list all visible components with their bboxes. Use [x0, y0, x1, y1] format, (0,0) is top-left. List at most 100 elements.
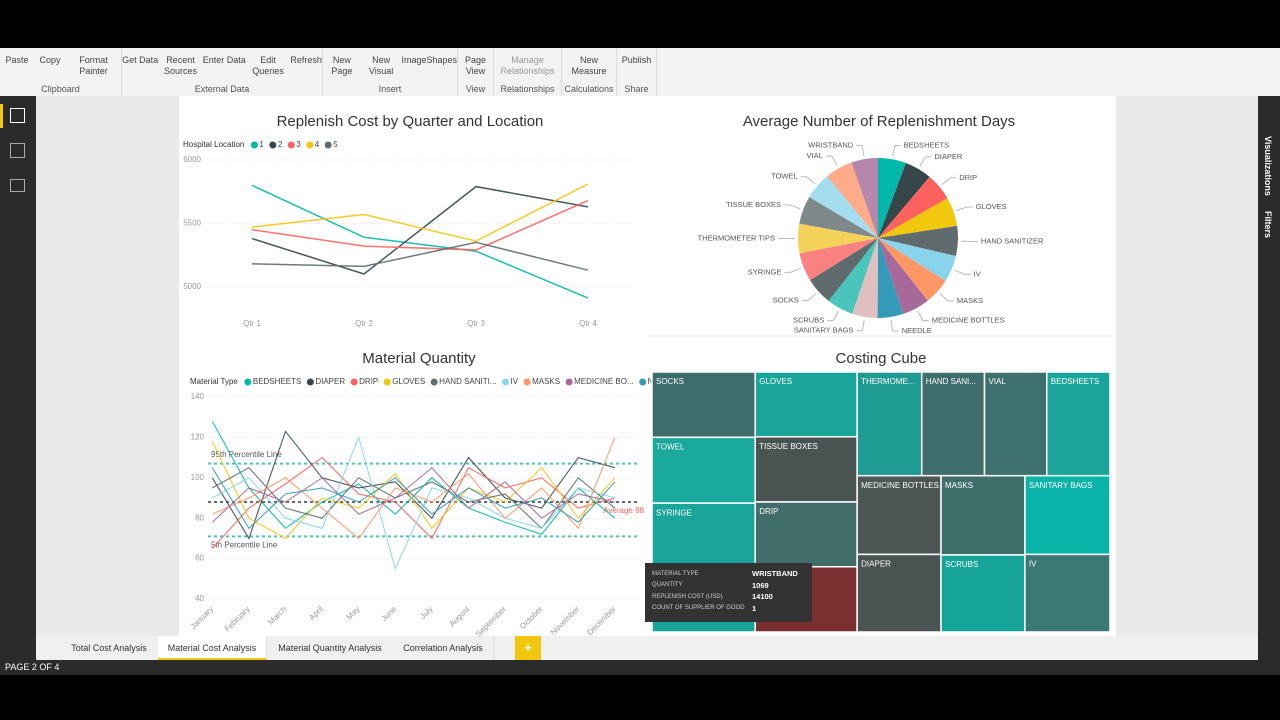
page-tab[interactable]: Material Cost Analysis [158, 636, 267, 660]
treemap-tile [754, 501, 858, 568]
x-tick-label: March [266, 605, 288, 627]
x-tick-label: April [307, 604, 325, 622]
panel-toggle[interactable]: Visualizations [1263, 136, 1273, 196]
y-tick-label: 140 [191, 392, 205, 401]
treemap-tile [920, 371, 986, 477]
slice-label: SYRINGE [748, 267, 782, 276]
legend-label: GLOVES [392, 377, 425, 386]
ribbon-group: New Measure Calculations [562, 48, 617, 96]
ribbon-button[interactable]: New Measure [571, 55, 607, 76]
ribbon-button[interactable]: New Page [331, 55, 353, 76]
ribbon-button[interactable]: Recent Sources [163, 55, 197, 76]
page-tab[interactable]: Total Cost Analysis [60, 636, 159, 660]
ribbon-group-label: Insert [378, 84, 402, 94]
pie-slice [878, 176, 948, 238]
y-tick-label: 60 [195, 554, 204, 563]
tooltip-value: 1069 [752, 580, 769, 590]
pie-slice [878, 238, 928, 314]
x-tick-label: July [418, 605, 434, 621]
slice-label: SCRUBS [793, 316, 824, 325]
pie-slice [878, 238, 956, 281]
x-tick-label: Qtr 1 [243, 319, 261, 328]
slice-label: BEDSHEETS [904, 140, 949, 149]
leader-line [827, 310, 839, 322]
series-line [212, 467, 616, 530]
pie-slice [799, 238, 878, 281]
ribbon-button[interactable]: Manage Relationships [500, 55, 555, 76]
x-tick-label: December [585, 604, 618, 637]
ribbon-button[interactable]: Refresh [290, 55, 322, 65]
report-view-icon[interactable] [10, 108, 25, 123]
add-page-button[interactable]: + [515, 636, 541, 660]
chart-title: Replenish Cost by Quarter and Location [277, 113, 544, 130]
x-tick-label: November [549, 604, 582, 637]
relationship-view-icon[interactable] [10, 179, 25, 192]
pie-slice [878, 158, 906, 238]
y-tick-label: 120 [191, 433, 205, 442]
ribbon-button[interactable]: Publish [621, 55, 652, 65]
x-tick-label: Qtr 3 [467, 319, 485, 328]
ribbon-button[interactable]: Image [401, 55, 427, 65]
ribbon-buttons: Page View [458, 48, 493, 77]
chart-title: Costing Cube [836, 350, 927, 367]
series-line [212, 437, 616, 540]
leader-line [856, 319, 865, 332]
ribbon-button[interactable]: Edit Queries [252, 55, 284, 76]
x-tick-label: May [345, 605, 362, 622]
legend-marker [306, 141, 314, 149]
legend-marker [324, 141, 332, 149]
treemap-tile [1024, 553, 1111, 633]
slice-label: TOWEL [771, 172, 798, 181]
legend-label: MASKS [532, 377, 560, 386]
tooltip-value: 14100 [752, 592, 773, 602]
tile-label: IV [1029, 560, 1037, 569]
ribbon-buttons: New Measure [562, 48, 616, 77]
ribbon-button[interactable]: Page View [464, 55, 487, 76]
pie-slice [798, 223, 878, 254]
right-panel: Visualizations Filters [1258, 96, 1280, 660]
ribbon-buttons: Get Data Recent Sources Enter Data Edit Que… [122, 48, 322, 77]
leader-line [941, 177, 957, 186]
slice-label: HAND SANITIZER [981, 237, 1044, 246]
ribbon-button[interactable]: Copy [39, 55, 61, 65]
slice-label: WRISTBAND [808, 140, 854, 149]
ribbon-button[interactable]: Enter Data [202, 55, 246, 65]
ribbon-buttons: New Page New Visual Image Shapes [323, 48, 457, 77]
leader-line [919, 156, 932, 167]
page-tab[interactable]: Material Quantity Analysis [267, 636, 394, 660]
ribbon-button[interactable]: Format Painter [79, 55, 108, 76]
legend-label: DIAPER [315, 377, 345, 386]
y-tick-label: 5500 [183, 218, 201, 227]
page-tab[interactable]: Correlation Analysis [393, 636, 494, 660]
y-tick-label: 5000 [183, 282, 201, 291]
tooltip-value: WRISTBAND [752, 569, 798, 579]
x-tick-label: February [223, 605, 252, 634]
treemap-tile [940, 474, 1026, 556]
slice-label: VIAL [807, 151, 823, 160]
tooltip: MATERIAL TYPE WRISTBAND QUANTITY 1069 REPLEN… [645, 563, 812, 622]
leader-line [917, 310, 929, 322]
series-line [211, 441, 616, 540]
ribbon-button[interactable]: Get Data [122, 55, 159, 65]
ribbon-buttons: Publish [617, 48, 656, 66]
legend-label: MEDICINE BO... [574, 377, 634, 386]
series-line [251, 241, 589, 271]
ribbon-button[interactable]: Paste [5, 55, 29, 65]
x-tick-label: August [447, 604, 472, 629]
data-view-icon[interactable] [10, 143, 25, 158]
ribbon-button[interactable]: New Visual [368, 55, 394, 76]
tile-label: MASKS [945, 481, 973, 490]
legend-label: 2 [278, 140, 283, 149]
ribbon-button[interactable]: Shapes [426, 55, 457, 65]
panel-toggle[interactable]: Filters [1263, 211, 1273, 239]
slice-label: NEEDLE [902, 326, 932, 335]
legend-label: HAND SANITI... [439, 377, 496, 386]
legend-marker [244, 378, 252, 386]
ribbon-buttons: Manage Relationships [494, 48, 561, 77]
series-line [211, 420, 616, 536]
legend-label: DRIP [359, 377, 378, 386]
leader-line [784, 267, 801, 273]
ribbon-group: New Page New Visual Image Shapes Insert [323, 48, 458, 96]
tile-label: VIAL [988, 377, 1006, 386]
